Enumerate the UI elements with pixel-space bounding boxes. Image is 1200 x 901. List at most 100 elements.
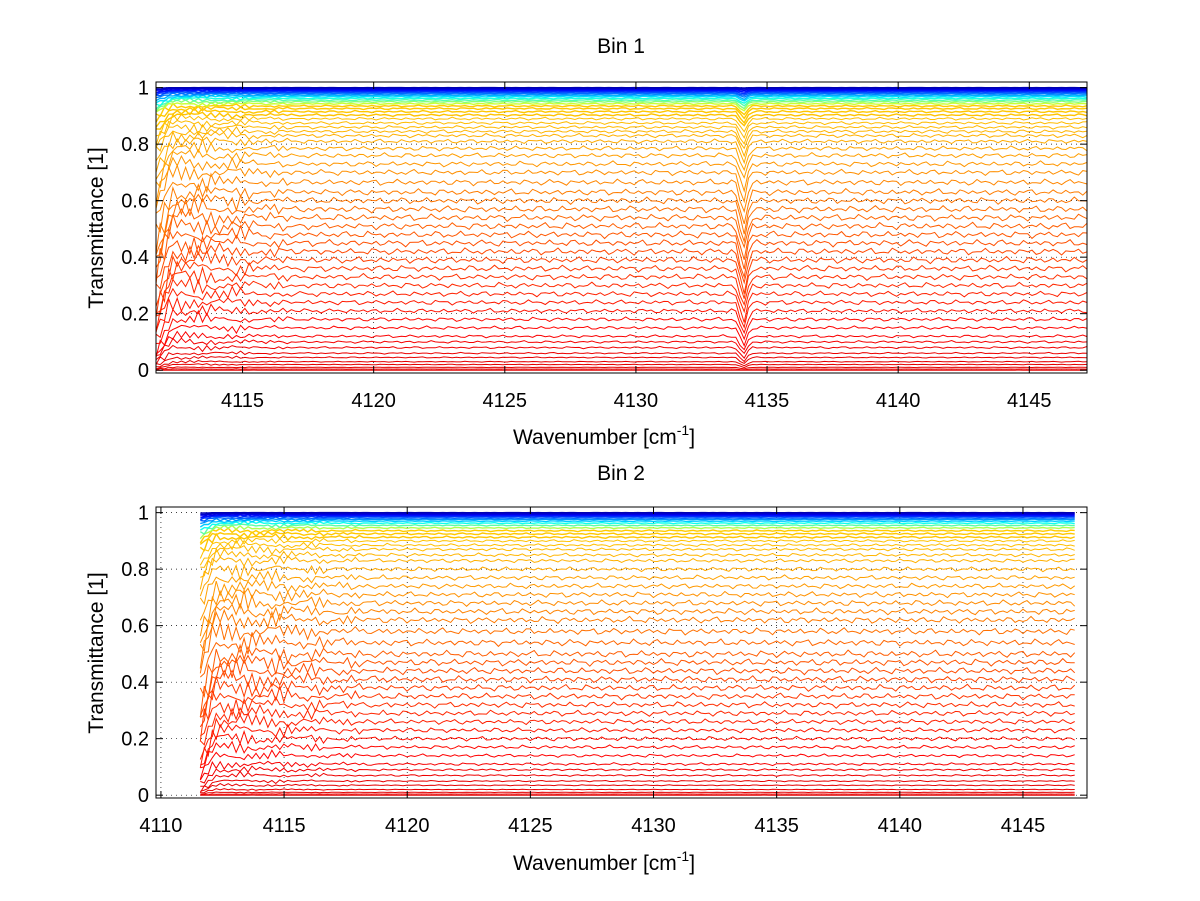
- series-line: [200, 791, 1075, 795]
- y-tick-label: 0: [138, 360, 149, 382]
- series-line: [199, 537, 1075, 559]
- series-line: [155, 330, 1088, 355]
- x-tick-label: 4110: [139, 815, 182, 837]
- x-tick-label: 4130: [614, 390, 659, 412]
- series-line: [155, 97, 1088, 110]
- y-tick-label: 0: [138, 785, 149, 807]
- series-line: [155, 265, 1088, 314]
- series-line: [199, 515, 1075, 521]
- series-line: [155, 193, 1088, 254]
- series-line: [156, 88, 1087, 92]
- series-line: [155, 183, 1088, 234]
- series-line: [199, 760, 1075, 781]
- y-axis-label: Transmittance [1]: [85, 572, 108, 733]
- chart-title: Bin 2: [597, 462, 645, 485]
- x-axis-label-end: ]: [689, 426, 695, 449]
- series-line: [199, 632, 1075, 678]
- x-tick-label: 4140: [876, 390, 921, 412]
- series-line: [199, 749, 1075, 780]
- series-line: [199, 589, 1076, 644]
- series-line: [199, 620, 1075, 674]
- x-axis-label: Wavenumber [cm-1]: [513, 422, 695, 449]
- series-line: [155, 260, 1088, 318]
- x-axis-label-text: Wavenumber [cm: [513, 852, 677, 875]
- series-line: [200, 740, 1075, 769]
- series-line: [155, 368, 1088, 371]
- series-line: [199, 587, 1075, 637]
- y-tick-label: 0.2: [121, 729, 149, 751]
- series-line: [199, 696, 1075, 737]
- series-line: [155, 101, 1088, 113]
- x-tick-label: 4140: [878, 815, 923, 837]
- series-line: [199, 564, 1075, 597]
- x-tick-label: 4125: [508, 815, 553, 837]
- axes-box: [155, 506, 1088, 799]
- series-line: [200, 669, 1075, 718]
- x-tick-label: 4120: [385, 815, 430, 837]
- series-line: [200, 547, 1075, 578]
- series-line: [199, 602, 1075, 653]
- series-line: [155, 366, 1088, 371]
- axes-box: [155, 81, 1088, 374]
- series-line: [199, 527, 1075, 544]
- x-tick-label: 4145: [1007, 390, 1052, 412]
- series-line: [155, 234, 1088, 279]
- series-line: [155, 359, 1088, 368]
- series-line: [199, 524, 1075, 540]
- series-line: [155, 102, 1088, 118]
- series-line: [155, 123, 1088, 148]
- series-line: [199, 519, 1075, 528]
- series-line: [155, 130, 1088, 162]
- chart-bin-2: 4110 4115 4120 4125 4130 4135 4140 4145 0 0.2 0.4 0…: [85, 462, 1088, 875]
- y-tick-label: 0.6: [121, 191, 149, 213]
- series-line: [155, 350, 1088, 365]
- series-line: [200, 788, 1075, 794]
- series-line: [155, 285, 1088, 333]
- y-axis-label: Transmittance [1]: [85, 147, 108, 308]
- series-line: [155, 89, 1087, 94]
- series-line: [155, 296, 1088, 332]
- series-line: [155, 207, 1088, 258]
- series-line: [155, 303, 1088, 339]
- series-line: [155, 105, 1088, 123]
- x-tick-label: 4145: [1001, 815, 1046, 837]
- series-line: [199, 643, 1076, 699]
- series-line: [199, 779, 1075, 793]
- series-line: [200, 513, 1075, 517]
- series-line: [155, 107, 1088, 128]
- x-tick-label: 4130: [631, 815, 676, 837]
- series-line: [155, 137, 1088, 180]
- x-tick-label: 4120: [351, 390, 396, 412]
- series-line: [155, 87, 1087, 91]
- series-line: [155, 93, 1088, 102]
- x-axis-label: Wavenumber [cm-1]: [513, 848, 695, 875]
- series-line: [155, 224, 1088, 285]
- series-line: [155, 163, 1088, 209]
- series-line: [155, 96, 1087, 107]
- series-line: [200, 545, 1075, 568]
- series-line: [155, 355, 1088, 366]
- series-line: [155, 172, 1088, 214]
- series-line: [155, 337, 1088, 357]
- x-tick-label: 4115: [263, 815, 306, 837]
- x-tick-label: 4115: [221, 390, 264, 412]
- series-line: [155, 324, 1088, 358]
- series-line: [155, 99, 1088, 112]
- y-tick-label: 0.8: [121, 559, 149, 581]
- ticks: 4115 4120 4125 4130 4135 4140 4145 0 0.2 0.4 0.6 0.…: [121, 78, 1087, 412]
- series-line: [200, 516, 1075, 522]
- series-line: [199, 539, 1075, 566]
- series-line: [200, 514, 1075, 519]
- ticks: 4110 4115 4120 4125 4130 4135 4140 4145 0 0.2 0.4 0…: [121, 503, 1087, 837]
- series-line: [155, 136, 1088, 173]
- x-tick-label: 4135: [745, 390, 790, 412]
- y-tick-label: 0.2: [121, 304, 149, 326]
- x-axis-label-end: ]: [689, 852, 695, 875]
- y-tick-label: 0.6: [121, 616, 149, 638]
- series-line: [199, 676, 1076, 728]
- x-axis-label-superscript: -1: [677, 848, 690, 864]
- series-line: [199, 657, 1076, 717]
- series-line: [199, 568, 1075, 606]
- series-line: [199, 608, 1075, 669]
